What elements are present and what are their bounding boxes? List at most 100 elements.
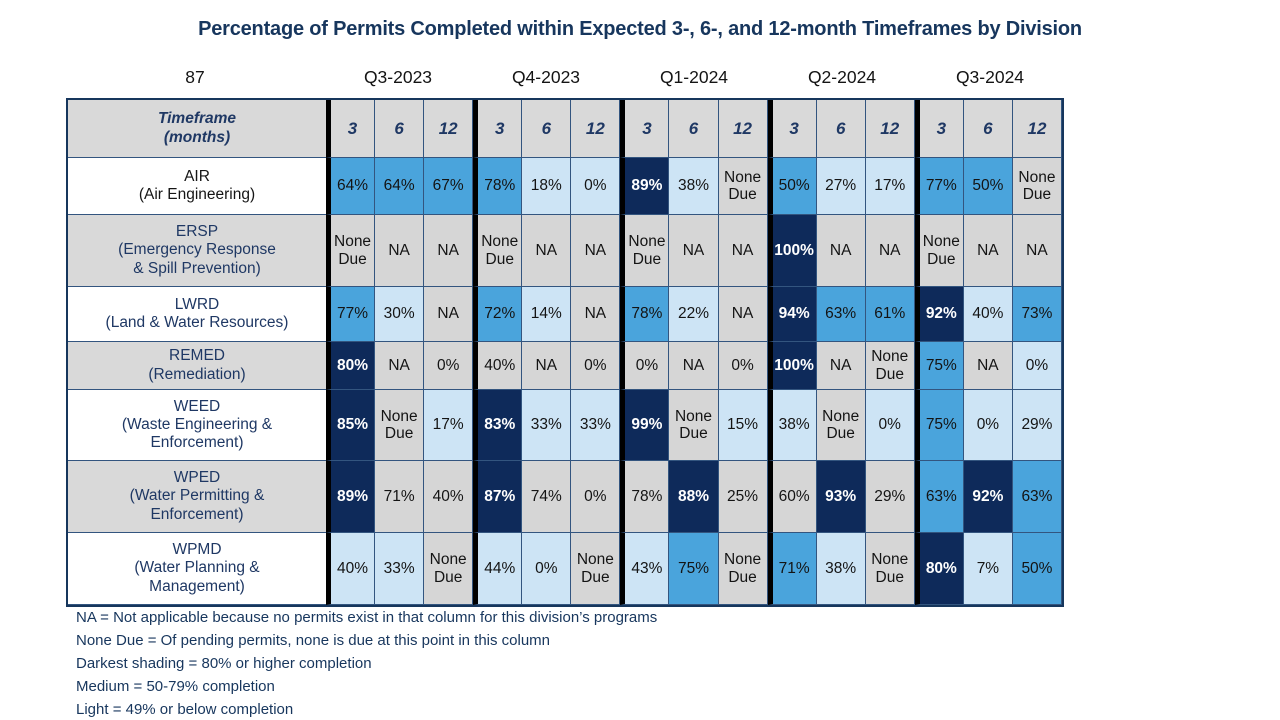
- value-cell: 73%: [1012, 287, 1062, 342]
- month-header: 12: [571, 100, 621, 158]
- value-cell: 40%: [424, 461, 474, 533]
- division-label: WPED (Water Permitting & Enforcement): [68, 461, 326, 533]
- value-cell: NA: [522, 342, 572, 390]
- page-title: Percentage of Permits Completed within E…: [198, 18, 1082, 40]
- month-header: 6: [963, 100, 1013, 158]
- value-cell: NA: [669, 342, 719, 390]
- value-cell: 0%: [522, 533, 572, 605]
- month-header: 6: [375, 100, 425, 158]
- value-cell: 75%: [914, 342, 964, 390]
- legend-note: None Due = Of pending permits, none is d…: [76, 632, 551, 649]
- month-header: 12: [1012, 100, 1062, 158]
- month-header: 12: [424, 100, 474, 158]
- value-cell: 40%: [326, 533, 376, 605]
- value-cell: NA: [375, 342, 425, 390]
- value-cell: NA: [669, 215, 719, 287]
- quarter-label: Q2-2024: [807, 66, 877, 87]
- value-cell: None Due: [473, 215, 523, 287]
- value-cell: 29%: [865, 461, 915, 533]
- value-cell: 40%: [473, 342, 523, 390]
- value-cell: 7%: [963, 533, 1013, 605]
- value-cell: 75%: [914, 390, 964, 461]
- value-cell: 14%: [522, 287, 572, 342]
- value-cell: 63%: [914, 461, 964, 533]
- value-cell: None Due: [571, 533, 621, 605]
- month-header: 3: [767, 100, 817, 158]
- division-label: LWRD (Land & Water Resources): [68, 287, 326, 342]
- month-header: 3: [473, 100, 523, 158]
- permits-table: Timeframe (months) 3 6 12 3 6 12 3 6 12 3 6 12 3 6 12 AI…: [66, 98, 1064, 607]
- value-cell: 17%: [865, 158, 915, 215]
- month-header: 12: [865, 100, 915, 158]
- value-cell: NA: [1012, 215, 1062, 287]
- value-cell: 92%: [963, 461, 1013, 533]
- value-cell: None Due: [816, 390, 866, 461]
- value-cell: None Due: [620, 215, 670, 287]
- value-cell: 80%: [914, 533, 964, 605]
- month-header: 12: [718, 100, 768, 158]
- value-cell: 50%: [1012, 533, 1062, 605]
- value-cell: 78%: [473, 158, 523, 215]
- value-cell: 72%: [473, 287, 523, 342]
- legend-note: NA = Not applicable because no permits e…: [76, 609, 658, 626]
- value-cell: 22%: [669, 287, 719, 342]
- value-cell: 85%: [326, 390, 376, 461]
- value-cell: 64%: [375, 158, 425, 215]
- value-cell: None Due: [375, 390, 425, 461]
- value-cell: 75%: [669, 533, 719, 605]
- value-cell: None Due: [424, 533, 474, 605]
- legend-note: Darkest shading = 80% or higher completi…: [76, 655, 372, 672]
- value-cell: 27%: [816, 158, 866, 215]
- value-cell: NA: [571, 215, 621, 287]
- value-cell: 17%: [424, 390, 474, 461]
- value-cell: None Due: [718, 158, 768, 215]
- value-cell: NA: [522, 215, 572, 287]
- value-cell: NA: [718, 215, 768, 287]
- value-cell: 0%: [1012, 342, 1062, 390]
- value-cell: 77%: [326, 287, 376, 342]
- value-cell: 99%: [620, 390, 670, 461]
- value-cell: NA: [963, 342, 1013, 390]
- value-cell: 88%: [669, 461, 719, 533]
- value-cell: 63%: [1012, 461, 1062, 533]
- value-cell: 38%: [816, 533, 866, 605]
- division-label: ERSP (Emergency Response & Spill Prevent…: [68, 215, 326, 287]
- value-cell: None Due: [865, 533, 915, 605]
- value-cell: 87%: [473, 461, 523, 533]
- month-header: 3: [620, 100, 670, 158]
- value-cell: None Due: [914, 215, 964, 287]
- value-cell: 77%: [914, 158, 964, 215]
- quarter-label: Q3-2023: [363, 66, 433, 87]
- value-cell: None Due: [718, 533, 768, 605]
- value-cell: NA: [718, 287, 768, 342]
- legend-notes: NA = Not applicable because no permits e…: [76, 606, 657, 720]
- value-cell: 50%: [767, 158, 817, 215]
- quarter-label: Q1-2024: [659, 66, 729, 87]
- value-cell: 80%: [326, 342, 376, 390]
- value-cell: 0%: [963, 390, 1013, 461]
- quarter-label: Q4-2023: [511, 66, 581, 87]
- legend-note: Medium = 50-79% completion: [76, 678, 275, 695]
- division-label: REMED (Remediation): [68, 342, 326, 390]
- value-cell: NA: [571, 287, 621, 342]
- value-cell: 0%: [571, 342, 621, 390]
- value-cell: 0%: [865, 390, 915, 461]
- value-cell: 92%: [914, 287, 964, 342]
- month-header: 6: [816, 100, 866, 158]
- value-cell: 33%: [571, 390, 621, 461]
- month-header: 6: [522, 100, 572, 158]
- value-cell: NA: [963, 215, 1013, 287]
- value-cell: 63%: [816, 287, 866, 342]
- value-cell: 0%: [620, 342, 670, 390]
- value-cell: 30%: [375, 287, 425, 342]
- value-cell: 89%: [326, 461, 376, 533]
- value-cell: 100%: [767, 342, 817, 390]
- value-cell: 44%: [473, 533, 523, 605]
- legend-note: Light = 49% or below completion: [76, 701, 294, 718]
- value-cell: 89%: [620, 158, 670, 215]
- value-cell: 38%: [767, 390, 817, 461]
- value-cell: 61%: [865, 287, 915, 342]
- value-cell: NA: [375, 215, 425, 287]
- timeframe-header: Timeframe (months): [68, 100, 326, 158]
